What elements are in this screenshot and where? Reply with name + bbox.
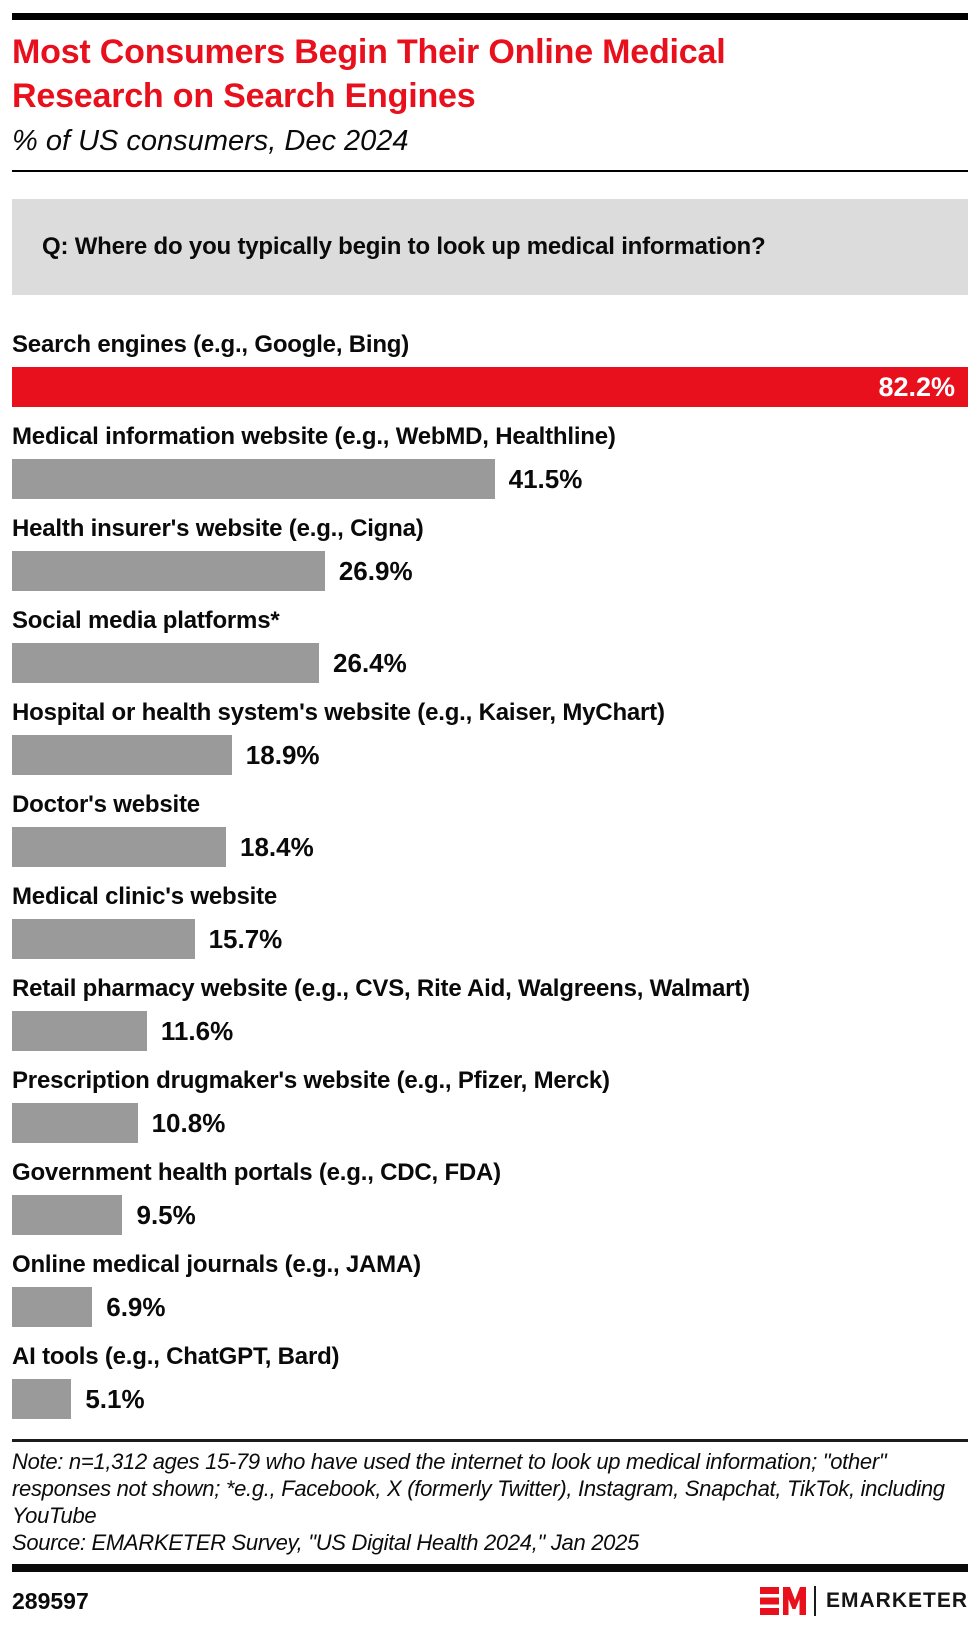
bar-track: 15.7% <box>12 919 968 959</box>
bar-value-label: 26.9% <box>338 555 413 586</box>
emarketer-logo: EMARKETER <box>759 1586 968 1616</box>
bar <box>12 1287 93 1327</box>
bar-track: 26.9% <box>12 551 968 591</box>
bar <box>12 735 232 775</box>
bar <box>12 643 320 683</box>
bar-track: 26.4% <box>12 643 968 683</box>
chart-id: 289597 <box>12 1587 89 1614</box>
bar-category-label: Online medical journals (e.g., JAMA) <box>12 1251 421 1278</box>
bar-row: Medical information website (e.g., WebMD… <box>12 423 968 499</box>
bar-category-label: Retail pharmacy website (e.g., CVS, Rite… <box>12 975 750 1002</box>
bar-value-label: 18.4% <box>239 831 314 862</box>
bar-category-label: Prescription drugmaker's website (e.g., … <box>12 1067 610 1094</box>
survey-question-box: Q: Where do you typically begin to look … <box>12 199 968 295</box>
bar-value-label: 9.5% <box>136 1199 196 1230</box>
bar-category-label: Health insurer's website (e.g., Cigna) <box>12 515 424 542</box>
bar-row: Prescription drugmaker's website (e.g., … <box>12 1067 968 1143</box>
bar-row: Doctor's website 18.4% <box>12 791 968 867</box>
bar-category-label: Medical information website (e.g., WebMD… <box>12 423 616 450</box>
brand-name: EMARKETER <box>825 1589 968 1612</box>
bar-track: 82.2% <box>12 367 968 407</box>
header-divider <box>12 170 968 172</box>
bar-category-label: Government health portals (e.g., CDC, FD… <box>12 1159 501 1186</box>
bar-category-label: Social media platforms* <box>12 607 280 634</box>
bar <box>12 1379 72 1419</box>
bar-row: Online medical journals (e.g., JAMA) 6.9% <box>12 1251 968 1327</box>
em-logo-icon <box>759 1587 806 1615</box>
infographic-page: Most Consumers Begin Their Online Medica… <box>0 13 980 1616</box>
bar-value-label: 15.7% <box>208 923 283 954</box>
bar-category-label: Doctor's website <box>12 791 200 818</box>
chart-subtitle: % of US consumers, Dec 2024 <box>12 125 409 157</box>
bar-category-label: AI tools (e.g., ChatGPT, Bard) <box>12 1343 340 1370</box>
bar-category-label: Medical clinic's website <box>12 883 278 910</box>
bar-row: Health insurer's website (e.g., Cigna) 26… <box>12 515 968 591</box>
bar-category-label: Search engines (e.g., Google, Bing) <box>12 331 410 358</box>
bar-track: 5.1% <box>12 1379 968 1419</box>
bar-track: 18.4% <box>12 827 968 867</box>
horizontal-bar-chart: Search engines (e.g., Google, Bing) 82.2%… <box>12 331 968 1419</box>
bar-category-label: Hospital or health system's website (e.g… <box>12 699 665 726</box>
bar-row: AI tools (e.g., ChatGPT, Bard) 5.1% <box>12 1343 968 1419</box>
chart-title: Most Consumers Begin Their Online Medica… <box>12 33 726 115</box>
bar-value-label: 41.5% <box>508 463 583 494</box>
bar <box>12 459 495 499</box>
footer: 289597 EMARKETER <box>12 1586 968 1616</box>
bar-value-label: 6.9% <box>106 1291 166 1322</box>
bar-track: 9.5% <box>12 1195 968 1235</box>
source-text: Source: EMARKETER Survey, "US Digital He… <box>12 1530 639 1555</box>
bar-row: Retail pharmacy website (e.g., CVS, Rite… <box>12 975 968 1051</box>
bar-highlighted: 82.2% <box>12 367 968 407</box>
bar-track: 41.5% <box>12 459 968 499</box>
bar-value-label: 10.8% <box>151 1107 226 1138</box>
bar <box>12 919 195 959</box>
bar <box>12 827 226 867</box>
bar-value-label: 18.9% <box>245 739 320 770</box>
top-rule <box>12 13 968 20</box>
footnote-divider <box>12 1439 968 1442</box>
bar-value-label: 5.1% <box>85 1383 145 1414</box>
bar <box>12 1103 138 1143</box>
bar <box>12 1011 147 1051</box>
survey-question-text: Q: Where do you typically begin to look … <box>42 233 766 260</box>
bar-track: 11.6% <box>12 1011 968 1051</box>
bar-row: Hospital or health system's website (e.g… <box>12 699 968 775</box>
bar-value-label: 82.2% <box>878 371 955 402</box>
footnote-text: Note: n=1,312 ages 15-79 who have used t… <box>12 1449 945 1528</box>
bar-value-label: 11.6% <box>160 1015 234 1046</box>
bar-track: 18.9% <box>12 735 968 775</box>
bar <box>12 551 325 591</box>
bar-row: Search engines (e.g., Google, Bing) 82.2% <box>12 331 968 407</box>
bar-track: 6.9% <box>12 1287 968 1327</box>
bar-track: 10.8% <box>12 1103 968 1143</box>
bottom-rule <box>12 1564 968 1572</box>
logo-divider <box>813 1586 816 1616</box>
bar-row: Medical clinic's website 15.7% <box>12 883 968 959</box>
bar-value-label: 26.4% <box>333 647 407 678</box>
bar <box>12 1195 123 1235</box>
bar-row: Social media platforms* 26.4% <box>12 607 968 683</box>
bar-row: Government health portals (e.g., CDC, FD… <box>12 1159 968 1235</box>
